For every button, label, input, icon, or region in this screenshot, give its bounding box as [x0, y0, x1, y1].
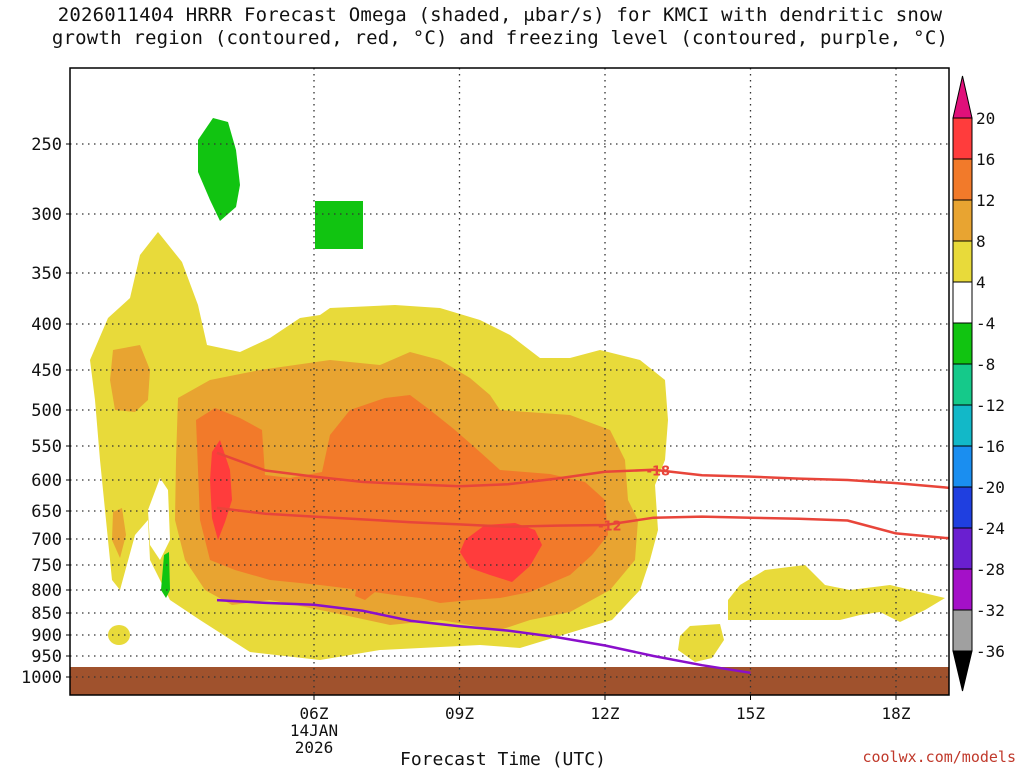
- omega-red-core-1: [210, 440, 232, 540]
- colorbar-swatch: [952, 445, 973, 488]
- credit-text[interactable]: coolwx.com/models: [862, 748, 1016, 766]
- omega-yellow-small-2: [678, 624, 724, 662]
- colorbar-label: -20: [976, 478, 1005, 497]
- colorbar: 20 16 12 8 4 -4 -8 -12 -16 -20 -24 -28 -32 -36: [952, 75, 1005, 692]
- colorbar-swatch: [952, 199, 973, 242]
- colorbar-label: -24: [976, 519, 1005, 538]
- colorbar-label: -36: [976, 642, 1005, 661]
- colorbar-label: 4: [976, 273, 986, 292]
- colorbar-swatch: [952, 363, 973, 406]
- colorbar-swatch: [952, 568, 973, 611]
- colorbar-swatch: [952, 527, 973, 570]
- x-tick-year: 2026: [295, 738, 334, 757]
- y-tick-label: 500: [31, 401, 62, 421]
- colorbar-label: 20: [976, 109, 995, 128]
- omega-yellow-small-1: [728, 565, 945, 622]
- x-tick-label: 15Z: [736, 704, 765, 723]
- chart-title: 2026011404 HRRR Forecast Omega (shaded, …: [0, 4, 1000, 50]
- x-tick-label: 18Z: [882, 704, 911, 723]
- y-tick-label: 550: [31, 437, 62, 457]
- x-axis: 06Z14JAN202609Z12Z15Z18Z21Z: [290, 695, 911, 757]
- y-tick-label: 600: [31, 471, 62, 491]
- terrain-ground: [70, 667, 949, 695]
- x-tick-label: 06Z: [300, 704, 329, 723]
- colorbar-label: -12: [976, 396, 1005, 415]
- isotherm-contours: -18 -12: [216, 451, 949, 675]
- omega-green-blob-3: [161, 552, 170, 598]
- omega-orange-small: [355, 578, 392, 600]
- y-tick-label: 700: [31, 530, 62, 550]
- title-line-2: growth region (contoured, red, °C) and f…: [51, 27, 949, 49]
- colorbar-label: -4: [976, 314, 995, 333]
- colorbar-top-arrow: [952, 75, 973, 119]
- colorbar-label: 12: [976, 191, 995, 210]
- colorbar-label: -8: [976, 355, 995, 374]
- colorbar-swatch: [952, 486, 973, 529]
- colorbar-bottom-arrow: [952, 650, 973, 692]
- omega-white-gap: [148, 478, 170, 560]
- y-tick-label: 850: [31, 604, 62, 624]
- colorbar-swatch: [952, 322, 973, 365]
- y-tick-label: 1000: [21, 668, 62, 688]
- plot-frame: [69, 67, 950, 696]
- x-tick-label: 12Z: [591, 704, 620, 723]
- colorbar-swatch: [952, 281, 973, 324]
- colorbar-swatch: [952, 158, 973, 201]
- omega-green-blob-1: [198, 118, 240, 221]
- omega-shading: [70, 118, 949, 695]
- y-tick-label: 650: [31, 502, 62, 522]
- y-tick-label: 450: [31, 361, 62, 381]
- omega-lightorange-small-1: [110, 345, 150, 412]
- colorbar-label: 8: [976, 232, 986, 251]
- omega-green-blob-2: [315, 201, 363, 249]
- y-tick-label: 350: [31, 264, 62, 284]
- y-tick-label: 900: [31, 626, 62, 646]
- y-axis: 2503003504004505005506006507007508008509…: [21, 135, 70, 688]
- colorbar-label: -16: [976, 437, 1005, 456]
- colorbar-label: -32: [976, 601, 1005, 620]
- x-tick-label: 09Z: [445, 704, 474, 723]
- contour-label: -12: [598, 520, 622, 535]
- title-line-1: 2026011404 HRRR Forecast Omega (shaded, …: [57, 4, 943, 26]
- contour-line: [216, 506, 949, 540]
- y-tick-label: 750: [31, 556, 62, 576]
- omega-red-core-2: [460, 523, 542, 582]
- colorbar-swatch: [952, 404, 973, 447]
- y-tick-label: 950: [31, 647, 62, 667]
- y-tick-label: 800: [31, 581, 62, 601]
- contour-line: [216, 598, 751, 675]
- x-tick-date: 14JAN: [290, 721, 338, 740]
- contour-label: -18: [647, 464, 671, 479]
- contour-line: [216, 451, 949, 490]
- colorbar-swatch: [952, 240, 973, 283]
- omega-lightorange-small-2: [112, 508, 126, 558]
- colorbar-label: -28: [976, 560, 1005, 579]
- grid-lines: [70, 68, 949, 695]
- x-axis-label: Forecast Time (UTC): [400, 749, 606, 770]
- colorbar-swatch: [952, 117, 973, 160]
- colorbar-swatch: [952, 609, 973, 652]
- y-tick-label: 300: [31, 205, 62, 225]
- y-tick-label: 250: [31, 135, 62, 155]
- y-tick-label: 400: [31, 315, 62, 335]
- colorbar-label: 16: [976, 150, 995, 169]
